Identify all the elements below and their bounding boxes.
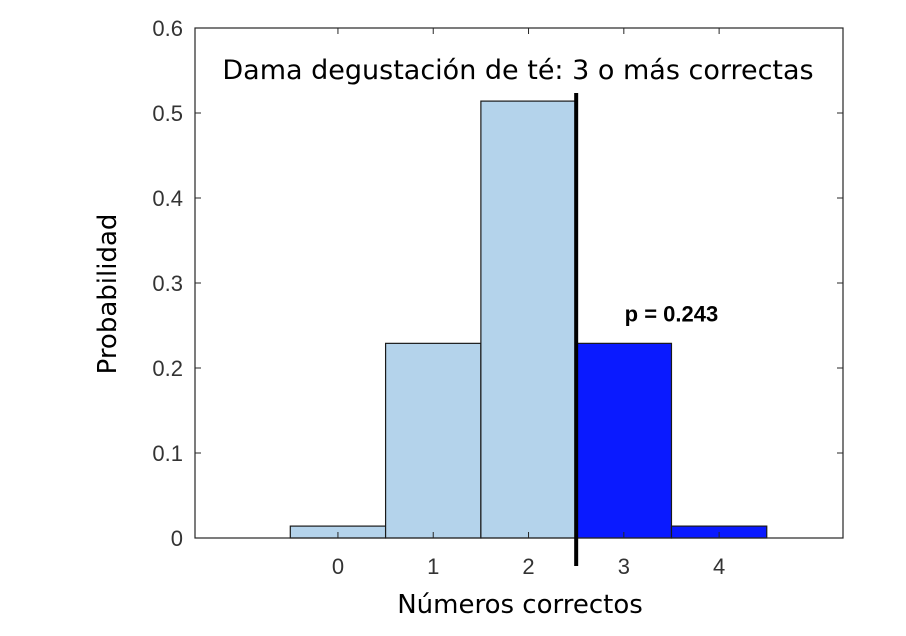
- x-tick-label: 3: [618, 554, 630, 579]
- bar-3: [575, 342, 673, 539]
- y-tick-label: 0.4: [152, 186, 183, 211]
- y-axis: 0 0.1 0.2 0.3 0.4 0.5 0.6: [152, 16, 843, 551]
- bar-2: [480, 100, 577, 539]
- y-tick-label: 0: [171, 526, 183, 551]
- y-tick-label: 0.6: [152, 16, 183, 41]
- p-value-annotation: p = 0.243: [625, 301, 719, 326]
- y-axis-label: Probabilidad: [93, 214, 123, 375]
- y-tick-label: 0.1: [152, 441, 183, 466]
- x-tick-label: 2: [522, 554, 534, 579]
- y-tick-label: 0.3: [152, 271, 183, 296]
- x-tick-label: 4: [713, 554, 725, 579]
- y-tick-label: 0.5: [152, 101, 183, 126]
- x-axis-label: Números correctos: [397, 590, 643, 620]
- x-tick-label: 1: [427, 554, 439, 579]
- x-axis: 0 1 2 3 4: [332, 28, 725, 579]
- bar-1: [384, 342, 482, 539]
- bars-group: [289, 100, 768, 539]
- x-tick-label: 0: [332, 554, 344, 579]
- y-tick-label: 0.2: [152, 356, 183, 381]
- chart-title: Dama degustación de té: 3 o más correcta…: [222, 55, 813, 86]
